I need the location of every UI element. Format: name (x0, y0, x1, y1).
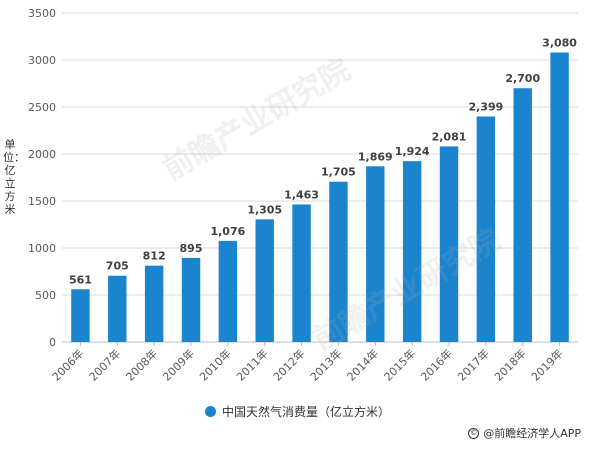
x-tick-label: 2012年 (270, 346, 307, 383)
data-label: 2,399 (468, 100, 503, 113)
bar (292, 204, 311, 342)
data-label: 3,080 (542, 36, 577, 49)
data-label: 1,305 (247, 203, 282, 216)
y-tick-label: 2000 (28, 148, 56, 161)
y-tick-label: 3000 (28, 54, 56, 67)
bar (476, 116, 496, 342)
bar (144, 265, 164, 342)
y-tick-label: 2500 (28, 101, 56, 114)
bar (402, 161, 422, 342)
x-tick-label: 2018年 (491, 346, 528, 383)
bar (329, 181, 348, 342)
bar (366, 166, 385, 342)
data-label: 705 (106, 260, 129, 273)
footer-text: @前瞻经济学人APP (483, 427, 581, 440)
data-label: 1,924 (395, 145, 430, 158)
x-tick-label: 2014年 (344, 346, 381, 383)
x-tick-label: 2015年 (381, 346, 418, 383)
legend-label: 中国天然气消费量（亿立方米） (222, 404, 391, 419)
data-label: 895 (180, 242, 203, 255)
bar (181, 257, 201, 342)
bar (550, 52, 569, 342)
y-tick-label: 3500 (28, 7, 56, 20)
bar (513, 88, 532, 342)
data-label: 1,869 (358, 150, 393, 163)
x-tick-label: 2017年 (455, 346, 492, 383)
y-tick-label: 1500 (28, 195, 56, 208)
data-label: 1,463 (284, 188, 319, 201)
footer-credit: © @前瞻经济学人APP (468, 425, 581, 441)
copyright-icon: © (468, 427, 480, 439)
bar (218, 240, 238, 342)
y-tick-label: 0 (49, 336, 56, 349)
x-tick-label: 2016年 (418, 346, 455, 383)
x-tick-label: 2019年 (528, 346, 565, 383)
bar (439, 146, 459, 342)
x-tick-label: 2007年 (86, 346, 123, 383)
y-axis-label: 单位：亿立方米 (3, 138, 25, 216)
x-tick-label: 2006年 (49, 346, 86, 383)
bar (108, 275, 127, 342)
x-tick-label: 2009年 (160, 346, 197, 383)
legend-marker (205, 405, 216, 417)
data-label: 561 (69, 273, 92, 286)
bar (71, 289, 90, 342)
data-label: 812 (143, 250, 166, 263)
x-tick-label: 2013年 (307, 346, 344, 383)
x-tick-label: 2010年 (197, 346, 234, 383)
data-label: 1,076 (210, 225, 245, 238)
y-tick-label: 500 (35, 289, 56, 302)
data-label: 1,705 (321, 166, 356, 179)
data-label: 2,081 (432, 130, 467, 143)
bar (255, 219, 274, 342)
y-tick-label: 1000 (28, 242, 56, 255)
x-tick-label: 2011年 (233, 346, 270, 383)
data-label: 2,700 (505, 72, 540, 85)
x-tick-label: 2008年 (123, 346, 160, 383)
legend[interactable]: 中国天然气消费量（亿立方米） (205, 402, 390, 420)
